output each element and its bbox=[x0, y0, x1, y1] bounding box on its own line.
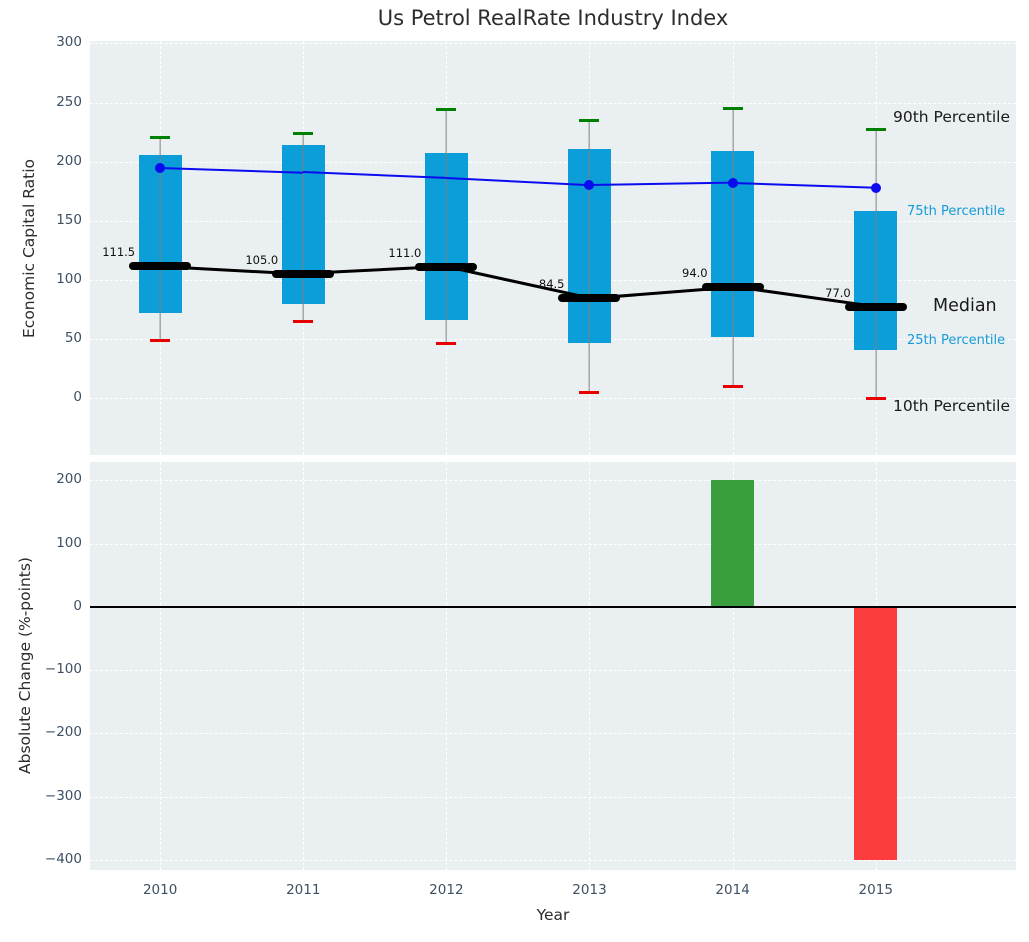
ytick-label: 250 bbox=[56, 93, 82, 110]
median-value-label: 111.0 bbox=[388, 245, 422, 260]
gridline-horizontal bbox=[90, 279, 1016, 281]
gridline-horizontal bbox=[90, 339, 1016, 341]
ytick-label: −300 bbox=[44, 787, 82, 804]
chart-title: Us Petrol RealRate Industry Index bbox=[377, 6, 729, 30]
zero-line bbox=[90, 606, 1016, 608]
ytick-label: 0 bbox=[73, 389, 82, 406]
gridline-vertical bbox=[589, 462, 591, 870]
gridline-horizontal bbox=[90, 43, 1016, 45]
median-segment-2013 bbox=[558, 294, 621, 303]
ytick-label: 50 bbox=[64, 330, 82, 347]
whisker-cap-10th-2011 bbox=[293, 319, 314, 323]
ytick-label: 0 bbox=[73, 597, 82, 614]
whisker-cap-90th-2012 bbox=[436, 108, 457, 112]
whisker-cap-90th-2010 bbox=[150, 136, 171, 140]
gridline-vertical bbox=[446, 462, 448, 870]
line-marker-2015 bbox=[870, 182, 881, 193]
line-marker-2010 bbox=[155, 162, 166, 173]
xtick-label: 2012 bbox=[429, 882, 464, 898]
xtick-label: 2011 bbox=[286, 882, 321, 898]
whisker-2014 bbox=[731, 108, 734, 387]
change-bar-2014 bbox=[711, 480, 755, 607]
median-segment-2012 bbox=[415, 262, 478, 271]
ytick-label: 300 bbox=[56, 34, 82, 51]
median-segment-2011 bbox=[272, 270, 335, 279]
whisker-cap-90th-2011 bbox=[293, 131, 314, 135]
gridline-horizontal bbox=[90, 102, 1016, 104]
median-value-label: 111.5 bbox=[102, 245, 136, 260]
ytick-label: −100 bbox=[44, 661, 82, 678]
median-value-label: 84.5 bbox=[538, 277, 565, 292]
annotation-median: Median bbox=[933, 296, 997, 317]
ytick-label: 100 bbox=[56, 534, 82, 551]
ytick-label: 100 bbox=[56, 270, 82, 287]
change-bar-2015 bbox=[854, 606, 898, 860]
gridline-vertical bbox=[303, 462, 305, 870]
gridline-horizontal bbox=[90, 733, 1016, 735]
whisker-cap-10th-2012 bbox=[436, 342, 457, 346]
ytick-label: 200 bbox=[56, 152, 82, 169]
ytick-label: −200 bbox=[44, 724, 82, 741]
gridline-horizontal bbox=[90, 220, 1016, 222]
whisker-cap-90th-2013 bbox=[579, 118, 600, 122]
whisker-2015 bbox=[875, 129, 877, 399]
line-marker-2013 bbox=[584, 180, 595, 191]
xtick-label: 2014 bbox=[715, 882, 750, 898]
whisker-cap-10th-2010 bbox=[150, 338, 171, 342]
gridline-vertical bbox=[732, 462, 734, 870]
whisker-cap-90th-2015 bbox=[865, 128, 886, 132]
ytick-label: 200 bbox=[56, 471, 82, 488]
xtick-label: 2015 bbox=[858, 882, 893, 898]
whisker-cap-90th-2014 bbox=[722, 106, 743, 110]
median-segment-2014 bbox=[701, 283, 764, 292]
median-value-label: 105.0 bbox=[245, 253, 279, 268]
line-marker-2014 bbox=[727, 177, 738, 188]
xtick-label: 2010 bbox=[142, 882, 178, 898]
annotation-p90: 90th Percentile bbox=[893, 107, 1011, 126]
median-value-label: 77.0 bbox=[825, 286, 851, 301]
whisker-cap-10th-2013 bbox=[579, 390, 600, 394]
gridline-horizontal bbox=[90, 859, 1016, 861]
whisker-cap-10th-2014 bbox=[722, 384, 743, 388]
median-value-label: 94.0 bbox=[682, 266, 708, 281]
gridline-horizontal bbox=[90, 543, 1016, 545]
whisker-cap-10th-2015 bbox=[865, 396, 886, 400]
annotation-p25: 25th Percentile bbox=[907, 332, 1006, 348]
gridline-vertical bbox=[160, 462, 162, 870]
gridline-horizontal bbox=[90, 398, 1016, 400]
ytick-label: −400 bbox=[44, 850, 82, 867]
ylabel-absolute-change: Absolute Change (%-points) bbox=[16, 557, 34, 775]
annotation-p75: 75th Percentile bbox=[907, 204, 1006, 220]
xlabel-year: Year bbox=[536, 906, 570, 924]
gridline-horizontal bbox=[90, 796, 1016, 798]
gridline-horizontal bbox=[90, 161, 1016, 163]
gridline-horizontal bbox=[90, 480, 1016, 482]
median-segment-2015 bbox=[844, 303, 907, 312]
xtick-label: 2013 bbox=[572, 882, 607, 898]
gridline-horizontal bbox=[90, 670, 1016, 672]
annotation-p10: 10th Percentile bbox=[893, 397, 1011, 416]
median-segment-2010 bbox=[129, 262, 192, 271]
ytick-label: 150 bbox=[56, 211, 82, 228]
